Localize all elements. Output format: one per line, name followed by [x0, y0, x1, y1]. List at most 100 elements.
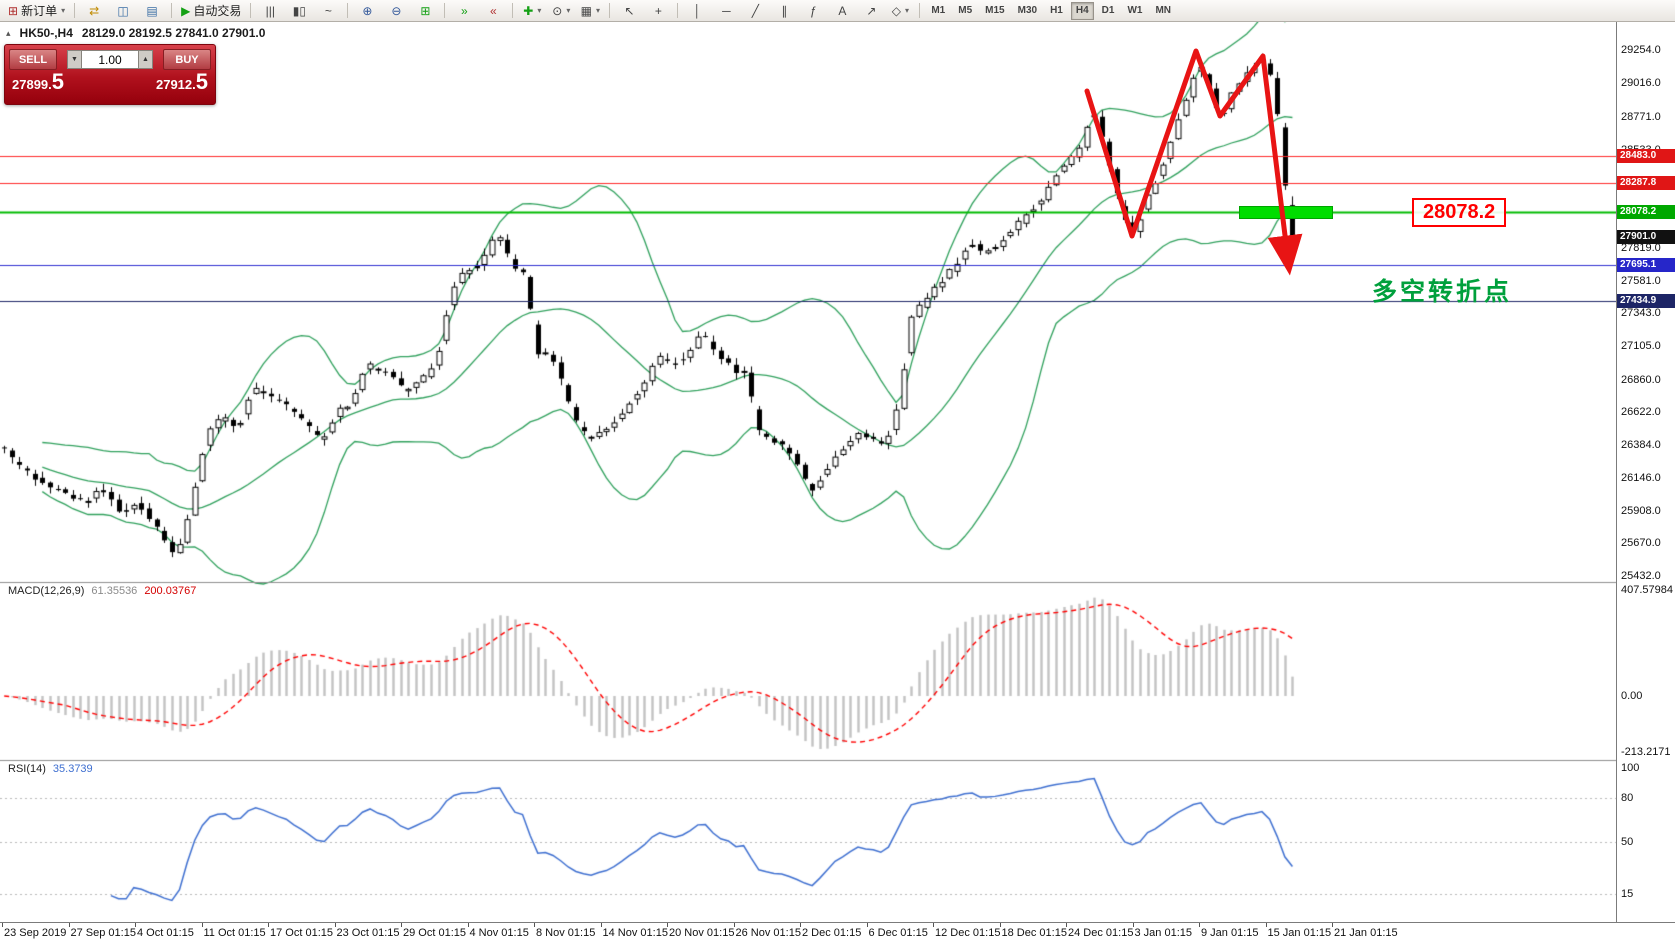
timeframe-m5[interactable]: M5: [958, 5, 973, 16]
time-axis-label: 26 Nov 01:15: [735, 927, 801, 939]
bar-chart-icon[interactable]: |||: [256, 0, 284, 21]
channel-icon[interactable]: ∥: [770, 0, 798, 21]
volume-decrease-button[interactable]: ▼: [67, 50, 82, 69]
toolbar-separator: [74, 3, 76, 18]
time-axis-label: 20 Nov 01:15: [669, 927, 735, 939]
candlestick-chart-icon[interactable]: ▮▯: [285, 0, 313, 21]
highlight-rectangle[interactable]: [1239, 206, 1333, 219]
toolbar-separator: [677, 3, 679, 18]
timeframe-mn[interactable]: MN: [1155, 5, 1172, 16]
chart-shift-icon[interactable]: «: [479, 0, 507, 21]
text-label-icon[interactable]: A: [828, 0, 856, 21]
zoom-out-icon[interactable]: ⊖: [382, 0, 410, 21]
new-order-button[interactable]: ⊞ 新订单 ▾: [4, 0, 69, 21]
data-window-icon[interactable]: ◫: [109, 0, 137, 21]
fibonacci-icon[interactable]: ƒ: [799, 0, 827, 21]
rsi-axis-label: 100: [1621, 762, 1640, 774]
trendline-icon[interactable]: ╱: [741, 0, 769, 21]
time-axis-tick: [1265, 923, 1267, 927]
price-axis-label: 25908.0: [1621, 504, 1661, 517]
templates-icon: ▦: [580, 3, 592, 18]
timeframe-d1[interactable]: D1: [1101, 5, 1115, 16]
toolbar-separator: [250, 3, 252, 18]
rsi-value: 35.3739: [52, 763, 93, 775]
navigator-icon[interactable]: ▤: [138, 0, 166, 21]
time-axis-tick: [866, 923, 868, 927]
time-axis-label: 17 Oct 01:15: [270, 927, 333, 939]
timeframe-m1[interactable]: M1: [931, 5, 946, 16]
auto-scroll-icon: »: [461, 3, 468, 18]
indicators-icon-dropdown[interactable]: ▾: [537, 6, 542, 15]
shapes-icon[interactable]: ◇ ▾: [886, 0, 914, 21]
macd-axis-label: 407.57984: [1621, 584, 1673, 596]
timeframe-h1[interactable]: H1: [1050, 5, 1063, 16]
time-axis-label: 12 Dec 01:15: [935, 927, 1001, 939]
time-axis-label: 2 Dec 01:15: [802, 927, 862, 939]
periods-icon[interactable]: ⊙ ▾: [547, 0, 575, 21]
price-callout-label[interactable]: 28078.2: [1412, 198, 1507, 227]
time-axis-label: 4 Nov 01:15: [469, 927, 529, 939]
tile-windows-icon[interactable]: ⊞: [411, 0, 439, 21]
shapes-icon-dropdown[interactable]: ▾: [904, 6, 909, 15]
one-click-trading-panel: SELL ▼ 1.00 ▲ BUY 27899. 5 27912. 5: [4, 44, 216, 105]
volume-increase-button[interactable]: ▲: [138, 50, 153, 69]
new-order-button-dropdown[interactable]: ▾: [61, 6, 66, 15]
time-axis-tick: [467, 923, 469, 927]
time-axis-tick: [268, 923, 269, 927]
templates-icon[interactable]: ▦ ▾: [576, 0, 604, 21]
time-axis-tick: [600, 923, 602, 927]
line-chart-icon[interactable]: ~: [314, 0, 342, 21]
time-axis[interactable]: 23 Sep 2019 27 Sep 01:15 4 Oct 01:15 11 Oct…: [0, 922, 1675, 943]
autotrading-button[interactable]: ▶ 自动交易: [177, 0, 245, 21]
auto-scroll-icon[interactable]: »: [450, 0, 478, 21]
periods-icon: ⊙: [552, 3, 563, 18]
buy-price-pip: 5: [195, 69, 208, 94]
price-chart-canvas[interactable]: [0, 22, 1616, 922]
time-axis-tick: [1199, 923, 1200, 927]
price-axis-label: 29016.0: [1621, 77, 1661, 90]
horizontal-line-icon[interactable]: ─: [712, 0, 740, 21]
sell-price-main: 27899.: [12, 77, 52, 92]
buy-button[interactable]: BUY: [163, 49, 211, 70]
vertical-line-icon[interactable]: │: [683, 0, 711, 21]
time-axis-tick: [999, 923, 1001, 927]
crosshair-icon[interactable]: +: [644, 0, 672, 21]
arrows-icon[interactable]: ↗: [857, 0, 885, 21]
zoom-in-icon: ⊕: [362, 3, 373, 18]
toolbar-separator: [171, 3, 173, 18]
volume-input[interactable]: 1.00: [82, 50, 138, 69]
toolbar-separator: [609, 3, 611, 18]
price-axis-label: 25432.0: [1621, 570, 1661, 583]
zoom-in-icon[interactable]: ⊕: [353, 0, 381, 21]
price-axis-label: 27343.0: [1621, 307, 1661, 320]
price-axis-label: 26622.0: [1621, 406, 1661, 419]
time-axis-label: 9 Jan 01:15: [1201, 927, 1259, 939]
timeframe-h4[interactable]: H4: [1070, 1, 1094, 20]
macd-axis-label: 0.00: [1621, 690, 1643, 702]
fibonacci-icon: ƒ: [810, 3, 817, 18]
templates-icon-dropdown[interactable]: ▾: [596, 6, 601, 15]
timeframe-m30[interactable]: M30: [1017, 5, 1038, 16]
timeframe-w1[interactable]: W1: [1127, 5, 1143, 16]
market-watch-icon[interactable]: ⇄: [80, 0, 108, 21]
turning-point-note[interactable]: 多空转折点: [1372, 278, 1513, 306]
price-axis-label: 26146.0: [1621, 471, 1661, 484]
buy-price: 27912. 5: [156, 71, 208, 93]
cursor-icon[interactable]: ↖: [615, 0, 643, 21]
time-axis-tick: [401, 923, 402, 927]
ohlc-values: 28129.0 28192.5 27841.0 27901.0: [81, 26, 266, 40]
indicators-icon[interactable]: ✚ ▾: [518, 0, 546, 21]
time-axis-label: 21 Jan 01:15: [1334, 927, 1398, 939]
indicators-icon: ✚: [523, 3, 534, 18]
autotrading-button-label: 自动交易: [193, 4, 242, 18]
time-axis-label: 27 Sep 01:15: [70, 927, 136, 939]
time-axis-tick: [2, 923, 3, 927]
cursor-icon: ↖: [624, 3, 635, 18]
sell-button[interactable]: SELL: [9, 49, 57, 70]
periods-icon-dropdown[interactable]: ▾: [566, 6, 571, 15]
one-click-collapse-icon[interactable]: ▴: [6, 27, 11, 38]
price-axis[interactable]: 29254.029016.028771.028533.028295.028057…: [1616, 22, 1675, 922]
time-axis-tick: [534, 923, 535, 927]
timeframe-m15[interactable]: M15: [985, 5, 1005, 16]
data-window-icon: ◫: [117, 3, 129, 18]
